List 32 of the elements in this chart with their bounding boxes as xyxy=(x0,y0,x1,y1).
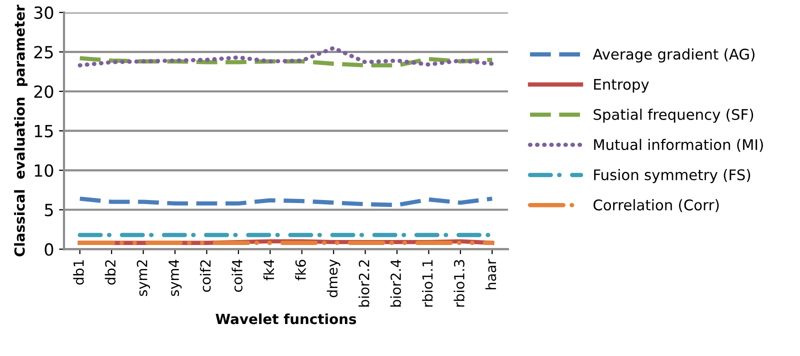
x-tick-label: fk4 xyxy=(263,260,274,280)
y-tick-label: 5 xyxy=(44,204,53,216)
x-tick-label: sym4 xyxy=(168,260,182,296)
y-tick-label: 0 xyxy=(44,243,54,256)
legend-label: Average gradient (AG) xyxy=(592,48,754,62)
line-series xyxy=(78,56,494,68)
y-tick-label: 10 xyxy=(34,164,54,177)
line-series xyxy=(78,196,494,208)
line-series xyxy=(78,46,494,68)
x-tick-label: rbio1.3 xyxy=(454,260,464,307)
y-tick-label: 25 xyxy=(34,46,53,58)
x-axis-title: Wavelet functions xyxy=(216,313,356,324)
y-tick-label: 30 xyxy=(34,6,54,20)
legend-label: Mutual information (MI) xyxy=(594,138,763,152)
x-tick-label: db2 xyxy=(104,260,116,285)
x-tick-label: coif2 xyxy=(200,260,211,292)
x-tick-label: sym2 xyxy=(136,260,150,296)
x-tick-label: fk6 xyxy=(295,260,306,280)
legend-label: Fusion symmetry (FS) xyxy=(594,169,750,184)
x-tick-label: db1 xyxy=(73,260,84,285)
x-tick-label: dmey xyxy=(326,259,340,298)
legend-label: Correlation (Corr) xyxy=(594,199,719,212)
x-tick-label: coif4 xyxy=(232,260,242,292)
x-tick-label: bior2.2 xyxy=(358,260,370,307)
legend-label: Spatial frequency (SF) xyxy=(594,108,754,123)
y-tick-label: 15 xyxy=(34,125,53,138)
legend-label: Entropy xyxy=(594,78,649,93)
y-axis-title: Classical evaluation parameter xyxy=(14,4,28,256)
x-tick-label: haar xyxy=(485,258,496,290)
y-tick-label: 20 xyxy=(34,85,54,98)
x-tick-label: rbio1.1 xyxy=(422,260,433,307)
x-tick-label: bior2.4 xyxy=(390,260,402,307)
